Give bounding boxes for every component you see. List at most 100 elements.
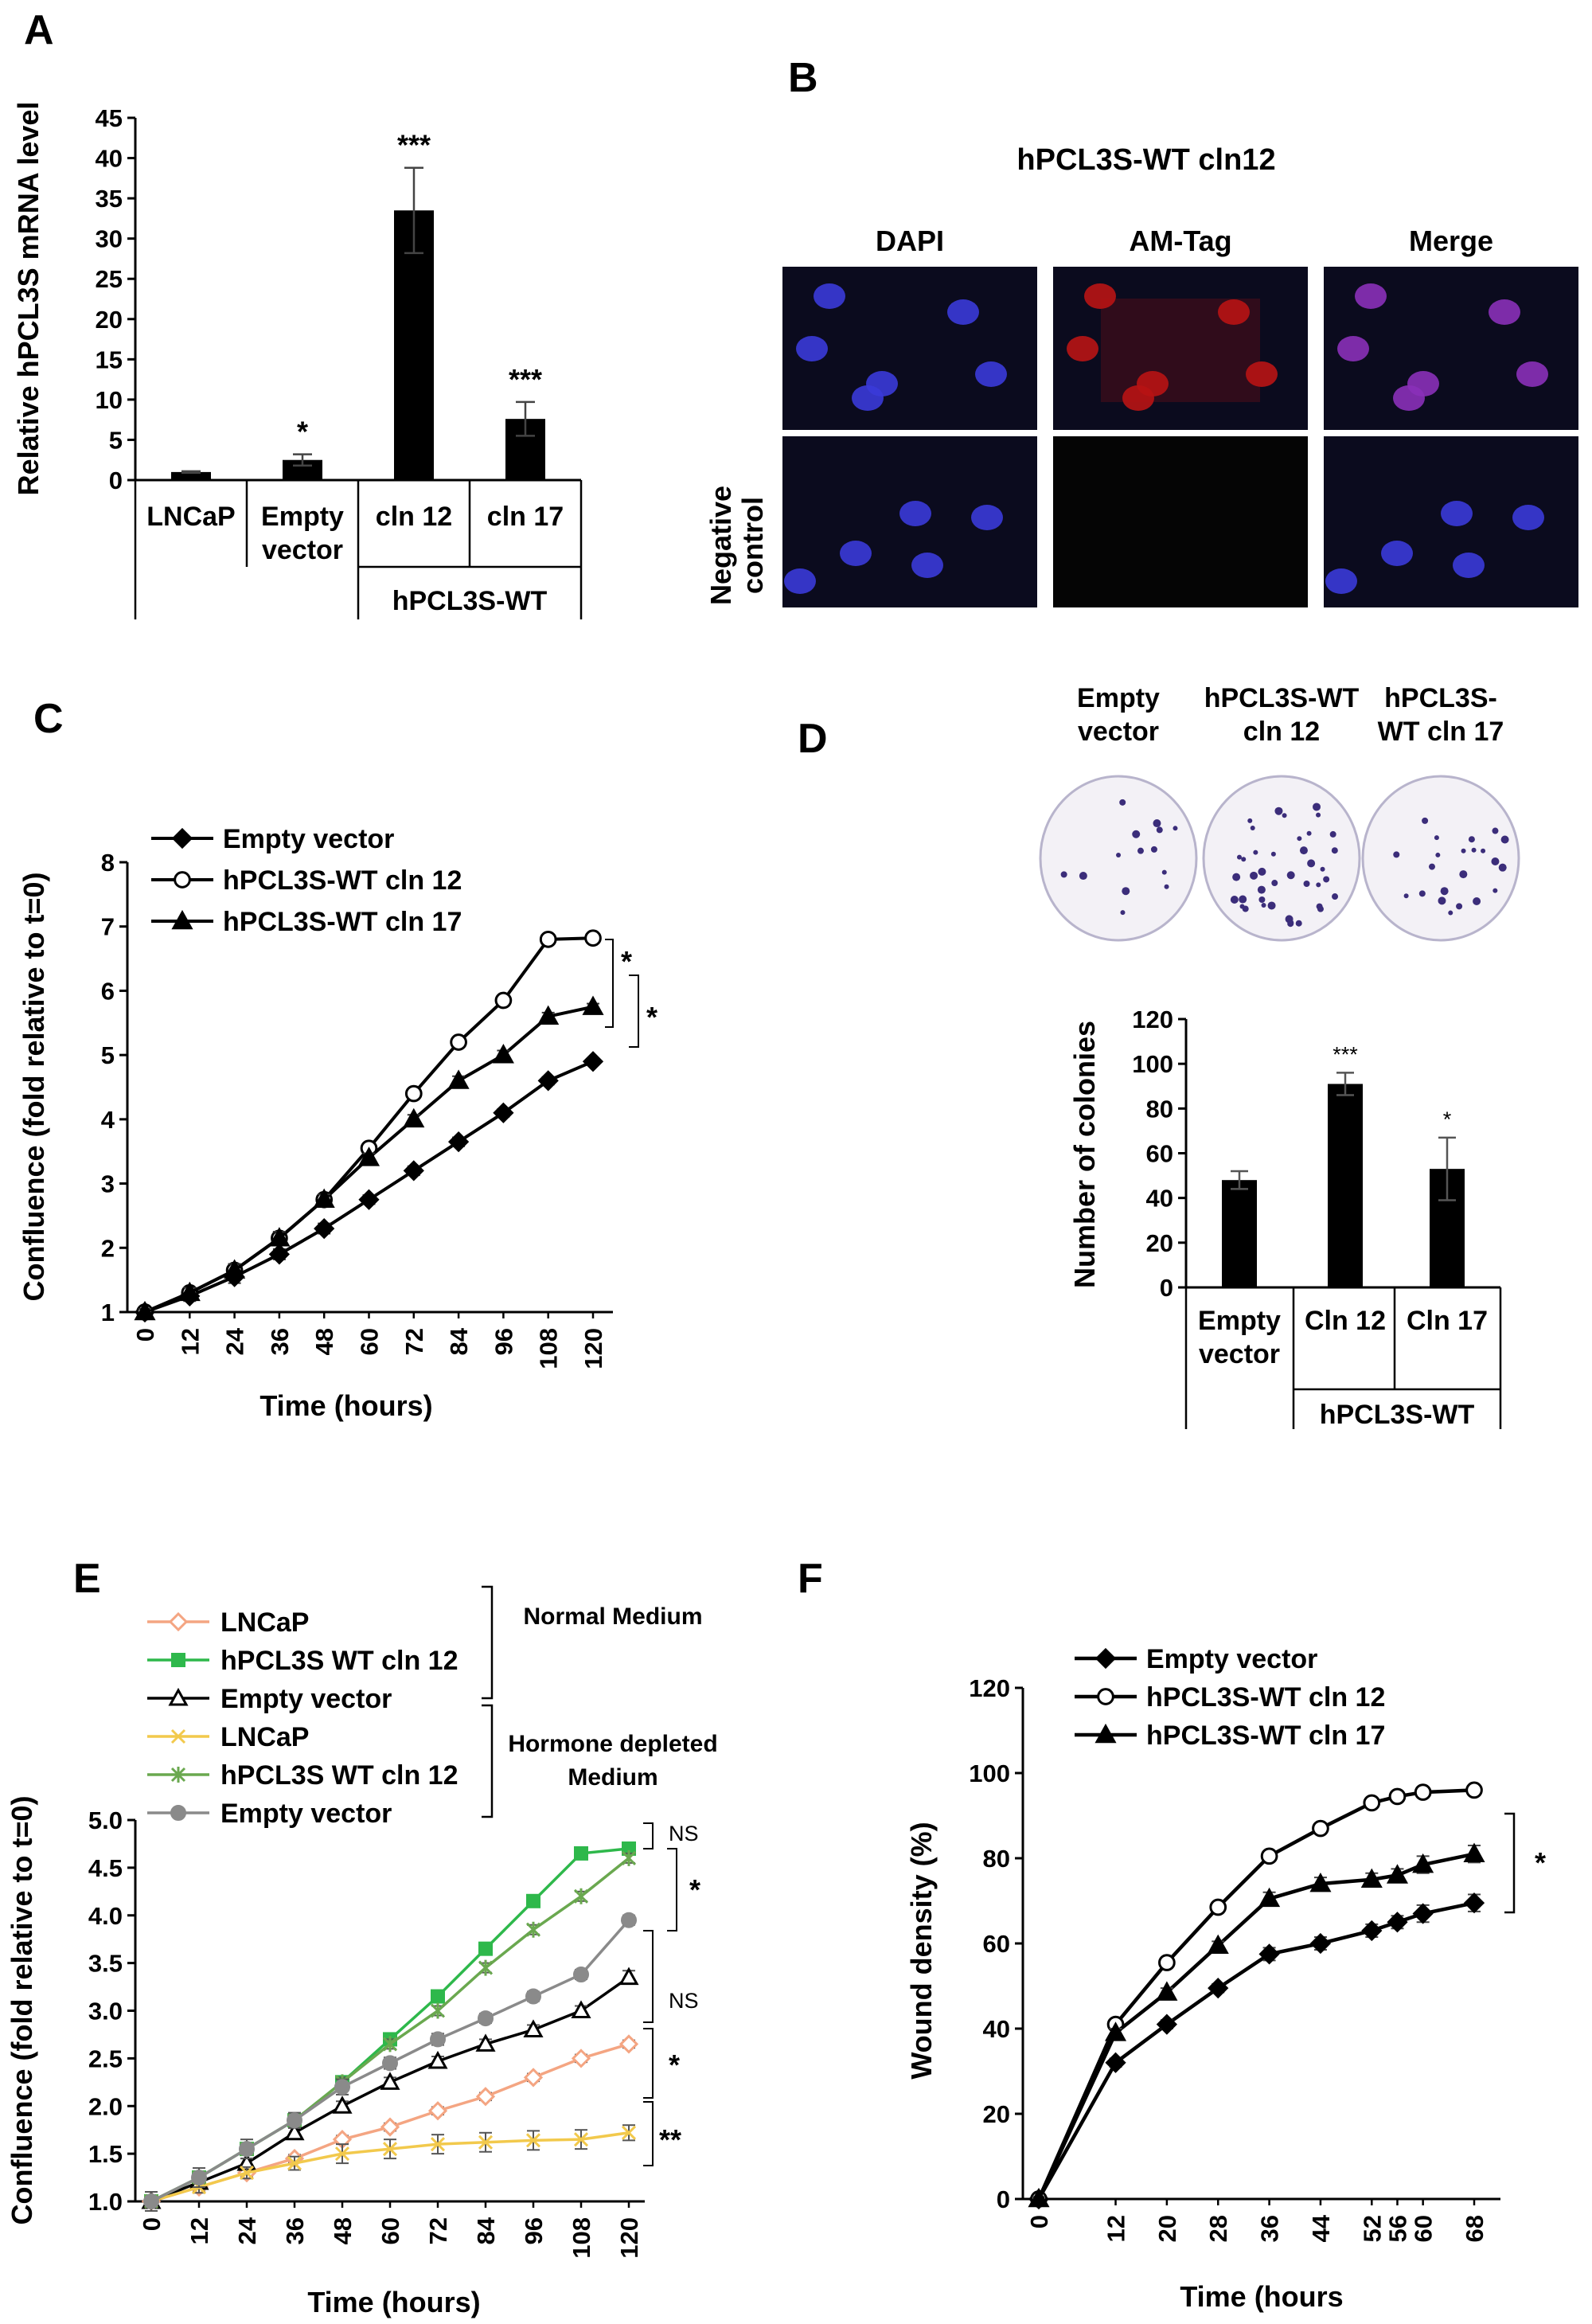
- legend-label: Empty vector: [223, 824, 394, 854]
- x-tick-label: 12: [176, 1328, 204, 1355]
- colony-dot: [1481, 848, 1486, 853]
- data-point: [475, 2087, 496, 2107]
- colony-image-label: vector: [1078, 717, 1159, 747]
- data-point: [1028, 2187, 1050, 2208]
- colony-dot: [1448, 910, 1453, 916]
- data-point: [382, 2142, 398, 2157]
- colony-dot: [1428, 863, 1435, 870]
- microscopy-column-label: Merge: [1409, 225, 1493, 257]
- x-tick-label: 60: [377, 2217, 404, 2244]
- colony-dot: [1270, 851, 1276, 857]
- y-tick-label: 2.5: [88, 2045, 123, 2072]
- group-label: hPCL3S-WT: [1320, 1400, 1475, 1430]
- data-point: [1156, 1981, 1178, 2001]
- colony-dot: [1164, 884, 1169, 889]
- colony-dot: [1137, 847, 1144, 854]
- colony-dot: [1473, 897, 1481, 906]
- colony-dot: [1393, 851, 1400, 858]
- data-point: [447, 1069, 470, 1089]
- colony-dot: [1241, 857, 1247, 862]
- category-label: vector: [262, 535, 343, 565]
- significance-bracket: [643, 2101, 654, 2166]
- data-point: [380, 2072, 400, 2090]
- y-tick-label: 10: [96, 386, 123, 414]
- bar: [1328, 1084, 1363, 1287]
- y-tick-label: 0: [109, 467, 123, 494]
- colony-dot: [1297, 836, 1302, 842]
- colony-dot: [1500, 835, 1509, 844]
- cell-nucleus: [1393, 385, 1425, 411]
- colony-dot: [1313, 803, 1321, 811]
- data-point: [334, 2079, 350, 2096]
- data-point: [478, 2135, 494, 2150]
- cell-nucleus: [1516, 361, 1548, 387]
- data-point: [618, 2034, 639, 2054]
- data-point: [404, 1084, 423, 1103]
- colony-image-label: WT cln 17: [1378, 717, 1504, 747]
- x-tick-label: 84: [472, 2217, 500, 2244]
- data-point: [1412, 1853, 1434, 1873]
- data-point: [574, 1846, 588, 1861]
- significance-marker: **: [659, 2123, 681, 2156]
- x-tick-label: 56: [1383, 2215, 1411, 2242]
- significance-bracket: [1504, 1812, 1516, 1914]
- cell-nucleus: [1122, 385, 1154, 411]
- panel-label-c: C: [33, 696, 64, 742]
- colony-dot: [1492, 827, 1499, 834]
- significance-marker: ***: [509, 363, 542, 396]
- legend-marker: [171, 1653, 185, 1667]
- series-line: [144, 1060, 594, 1314]
- data-point: [523, 2068, 544, 2088]
- significance-marker: *: [689, 1873, 700, 1906]
- panel-label-f: F: [798, 1556, 823, 1602]
- cell-nucleus: [784, 568, 816, 594]
- series-line: [144, 936, 594, 1314]
- data-point: [1312, 1819, 1329, 1838]
- y-axis-label: Number of colonies: [1068, 1021, 1101, 1288]
- data-point: [1414, 1783, 1432, 1801]
- cell-nucleus: [814, 283, 845, 309]
- x-tick-label: 108: [535, 1328, 563, 1369]
- data-point: [1386, 1864, 1409, 1884]
- significance-marker: *: [646, 1001, 657, 1033]
- colony-dot: [1316, 882, 1321, 888]
- colony-dot: [1282, 813, 1287, 818]
- colony-dot: [1060, 871, 1067, 878]
- cell-nucleus: [1218, 299, 1250, 325]
- series-line: [1037, 1900, 1475, 2201]
- y-axis-label: Confluence (fold relative to t=0): [18, 872, 50, 1301]
- colony-dot: [1316, 812, 1321, 818]
- colony-dot: [1232, 873, 1241, 881]
- significance-bracket: [643, 1930, 654, 2023]
- colony-dot: [1122, 887, 1130, 896]
- y-tick-label: 45: [96, 104, 123, 132]
- category-label: cln 17: [487, 502, 564, 532]
- panel-label-e: E: [73, 1556, 101, 1602]
- x-tick-label: 96: [520, 2217, 548, 2244]
- data-point: [1388, 1787, 1407, 1806]
- x-tick-label: 120: [615, 2217, 643, 2259]
- legend-group-bracket: [482, 1704, 494, 1818]
- colony-dot: [1438, 896, 1446, 905]
- colony-plate: [1039, 775, 1198, 942]
- data-point: [1208, 1978, 1229, 1999]
- legend-group-bracket: [482, 1585, 494, 1700]
- colony-dot: [1253, 850, 1258, 855]
- x-tick-label: 36: [1256, 2215, 1284, 2242]
- colony-dot: [1329, 830, 1336, 838]
- legend-marker: [168, 1611, 189, 1632]
- data-point: [1105, 2052, 1126, 2073]
- x-tick-label: 72: [424, 2217, 452, 2244]
- data-point: [539, 931, 557, 948]
- legend-marker: [168, 1687, 189, 1706]
- colony-dot: [1403, 893, 1409, 899]
- data-point: [494, 991, 513, 1010]
- data-point: [1463, 1842, 1485, 1862]
- data-point: [571, 2049, 591, 2068]
- x-tick-label: 108: [568, 2217, 595, 2259]
- colony-dot: [1491, 857, 1500, 866]
- colony-dot: [1418, 890, 1426, 897]
- colony-dot: [1257, 885, 1266, 894]
- colony-dot: [1230, 896, 1239, 904]
